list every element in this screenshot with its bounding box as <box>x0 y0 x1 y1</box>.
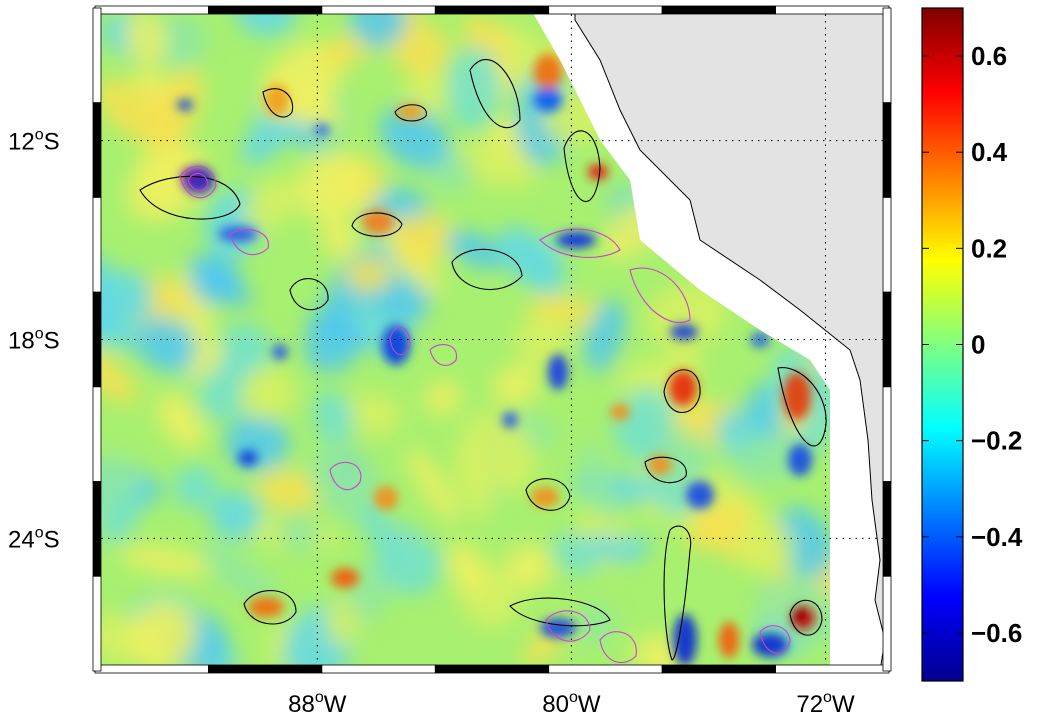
frame-scale-bars <box>92 5 892 674</box>
lon-label-0: 88oW <box>288 689 347 718</box>
latitude-labels: 12oS 18oS 24oS <box>8 127 60 554</box>
colorbar: 0.6 0.4 0.2 0 −0.2 −0.4 −0.6 <box>921 7 1023 682</box>
lon-label-1: 80oW <box>542 689 601 718</box>
colorbar-label-0: 0.6 <box>971 41 1007 71</box>
colorbar-label-1: 0.4 <box>971 137 1008 167</box>
lon-label-2: 72oW <box>796 689 855 718</box>
colorbar-label-3: 0 <box>971 330 985 360</box>
longitude-labels: 88oW 80oW 72oW <box>288 689 855 718</box>
colorbar-label-5: −0.4 <box>971 522 1023 552</box>
colorbar-label-2: 0.2 <box>971 233 1007 263</box>
colorbar-label-6: −0.6 <box>971 618 1022 648</box>
graticule <box>95 8 889 671</box>
lat-label-1: 18oS <box>8 326 60 355</box>
lat-label-0: 12oS <box>8 127 60 156</box>
colorbar-label-4: −0.2 <box>971 426 1022 456</box>
contour-lines <box>139 58 827 664</box>
colorbar-ticks: 0.6 0.4 0.2 0 −0.2 −0.4 −0.6 <box>922 41 1023 648</box>
lat-label-2: 24oS <box>8 524 60 553</box>
